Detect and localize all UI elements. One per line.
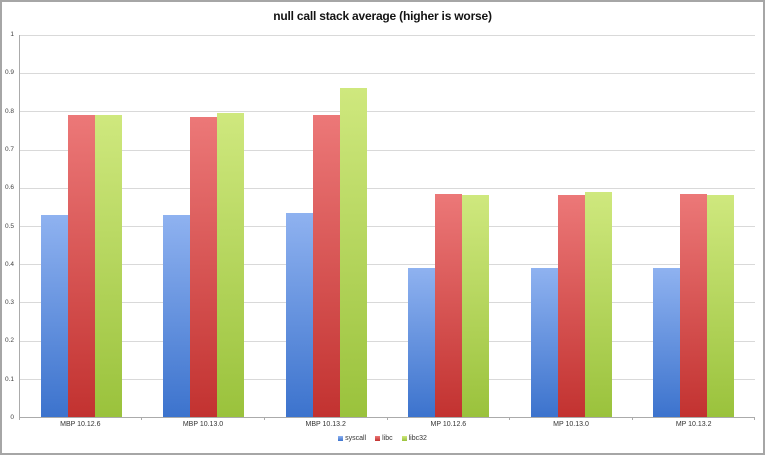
x-tick [631, 417, 633, 420]
bar-syscall [653, 268, 681, 417]
bar-group [388, 35, 511, 417]
y-tick-label: 0.2 [4, 337, 14, 345]
gridline [20, 264, 755, 266]
x-axis-labels: MBP 10.12.6 MBP 10.13.0 MBP 10.13.2 MP 10.1… [19, 421, 755, 428]
legend-label: libc [382, 435, 393, 442]
gridline [20, 226, 755, 227]
bar-libc [557, 194, 585, 417]
y-tick-label: 0.9 [4, 69, 14, 77]
bar-libc32 [94, 115, 122, 417]
plot-area [19, 35, 755, 420]
legend-swatch-syscall [338, 436, 344, 441]
x-tick [508, 417, 510, 420]
x-tick [141, 417, 143, 420]
legend-item-libc32: libc32 [401, 435, 427, 442]
bar-libc [680, 193, 708, 417]
bar-syscall [40, 214, 68, 417]
gridline [20, 111, 755, 113]
gridline [20, 340, 755, 342]
bar-libc32 [462, 194, 490, 417]
x-tick [263, 417, 265, 420]
bar-libc32 [707, 194, 735, 417]
bar-group [143, 35, 266, 417]
y-tick-label: 1 [10, 31, 14, 38]
y-tick-label: 0.5 [4, 222, 14, 230]
y-tick-label: 0.8 [4, 107, 14, 115]
gridline [20, 35, 755, 36]
y-tick-label: 0.1 [4, 375, 14, 383]
gridline [20, 187, 755, 189]
y-tick-label: 0.7 [4, 145, 14, 153]
bar-libc32 [584, 191, 612, 417]
bar-libc [190, 117, 218, 417]
bar-syscall [285, 212, 313, 417]
bar-group [633, 35, 756, 417]
gridline [20, 149, 755, 151]
gridline [20, 302, 755, 304]
y-tick-label: 0 [10, 414, 14, 421]
y-axis-labels: 0 0.1 0.2 0.3 0.4 0.5 0.6 0.7 0.8 0.9 1 [2, 31, 16, 421]
legend-item-libc: libc [375, 435, 393, 442]
bar-libc32 [217, 113, 245, 417]
x-tick [754, 417, 755, 420]
bar-syscall [163, 214, 191, 417]
bar-libc32 [339, 88, 367, 417]
bar-libc [312, 115, 340, 417]
x-axis-label: MP 10.12.6 [430, 421, 467, 428]
x-ticks [19, 417, 755, 420]
bar-libc [435, 193, 463, 417]
x-axis-label: MP 10.13.2 [675, 421, 712, 428]
y-tick-label: 0.6 [4, 184, 14, 192]
legend-label: syscall [345, 435, 367, 442]
bar-syscall [530, 268, 558, 417]
bar-syscall [408, 268, 436, 417]
gridline [20, 73, 755, 75]
x-axis-label: MBP 10.13.0 [182, 421, 224, 428]
legend-swatch-libc [375, 436, 381, 441]
x-axis-label: MBP 10.13.2 [305, 421, 346, 428]
legend-swatch-libc32 [401, 436, 407, 441]
bar-group [265, 35, 388, 417]
bar-groups [20, 35, 755, 417]
legend-item-syscall: syscall [338, 435, 366, 442]
x-axis-label: MP 10.13.0 [553, 421, 589, 428]
chart-title: null call stack average (higher is worse… [273, 9, 492, 23]
bar-libc [67, 115, 95, 417]
bar-group [510, 35, 633, 417]
x-tick [19, 417, 20, 420]
bar-group [20, 35, 143, 417]
x-axis-label: MBP 10.12.6 [60, 421, 101, 428]
y-tick-label: 0.3 [4, 299, 14, 307]
legend-label: libc32 [408, 435, 427, 442]
gridline [20, 378, 755, 380]
legend: syscall libc libc32 [2, 435, 763, 442]
x-tick [386, 417, 388, 420]
y-tick-label: 0.4 [4, 260, 14, 268]
